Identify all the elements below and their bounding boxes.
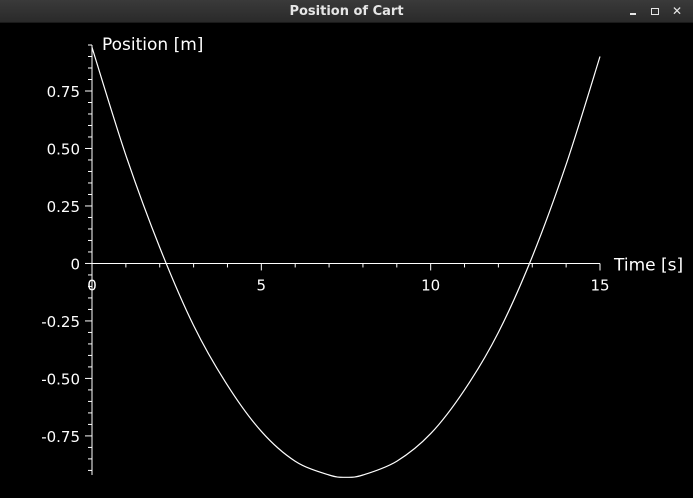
position-curve [91, 47, 601, 478]
y-tick-label: 0.50 [47, 140, 80, 158]
y-tick-label: -0.50 [41, 370, 80, 388]
y-tick-label: -0.25 [41, 313, 80, 331]
close-icon: ✕ [671, 4, 683, 18]
plot-area: 0.75 0.50 0.25 0 -0.25 -0.50 -0.75 0 5 10 15 Posit… [0, 23, 693, 494]
window-title: Position of Cart [289, 4, 404, 19]
maximize-icon [651, 8, 659, 15]
series-layer [91, 47, 601, 478]
close-button[interactable]: ✕ [670, 4, 684, 18]
y-tick-label: 0.25 [47, 198, 80, 216]
x-tick-label: 5 [257, 276, 267, 294]
y-tick-label: -0.75 [41, 428, 80, 446]
x-tick-label: 0 [87, 276, 97, 294]
minimize-button[interactable] [626, 4, 640, 18]
position-chart: 0.75 0.50 0.25 0 -0.25 -0.50 -0.75 0 5 10 15 Posit… [41, 35, 683, 478]
tick-labels: 0.75 0.50 0.25 0 -0.25 -0.50 -0.75 0 5 10 15 [41, 83, 609, 446]
maximize-button[interactable] [648, 4, 662, 18]
y-axis-label: Position [m] [102, 35, 203, 55]
x-axis-label: Time [s] [613, 255, 683, 275]
axes [91, 45, 600, 475]
title-bar[interactable]: Position of Cart ✕ [0, 0, 693, 23]
minimize-icon [630, 13, 636, 15]
x-tick-label: 10 [421, 276, 440, 294]
y-tick-label: 0 [70, 255, 80, 273]
ticks [85, 44, 601, 471]
y-tick-label: 0.75 [47, 83, 80, 101]
x-tick-label: 15 [590, 276, 609, 294]
